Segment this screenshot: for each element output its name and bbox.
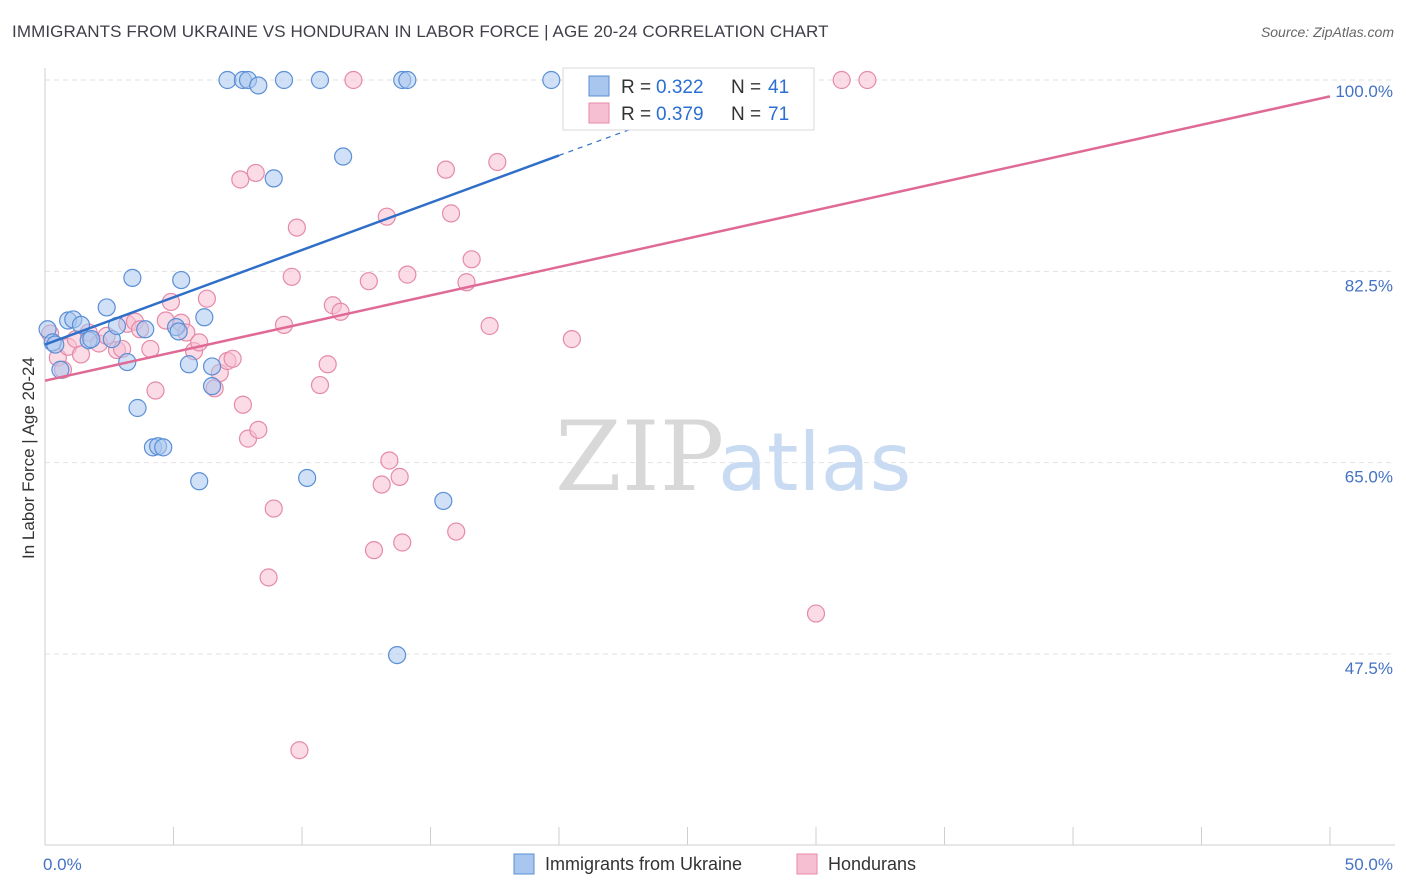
hondurans-point-33 — [264, 499, 283, 518]
hondurans-point-55 — [462, 250, 481, 269]
hondurans-point-27 — [231, 170, 250, 189]
hondurans-point-35 — [282, 267, 301, 286]
bottom-legend-label-ukraine: Immigrants from Ukraine — [545, 854, 742, 874]
hondurans-point-61 — [858, 70, 877, 90]
watermark-atlas: atlas — [718, 416, 911, 509]
hondurans-point-39 — [318, 355, 337, 374]
tick-labels: 100.0% 82.5% 65.0% 47.5% 0.0% 50.0% — [43, 82, 1393, 874]
ukraine-point-25 — [202, 357, 222, 376]
ukraine-point-23 — [190, 472, 209, 491]
legend-n-value-ukraine: 41 — [768, 77, 789, 98]
legend-r-label-hondurans: R = — [621, 104, 651, 125]
chart-title: IMMIGRANTS FROM UKRAINE VS HONDURAN IN L… — [12, 22, 829, 41]
ukraine-point-35 — [334, 147, 353, 166]
hondurans-point-5 — [71, 345, 91, 364]
y-axis-title: In Labor Force | Age 20-24 — [19, 357, 38, 559]
hondurans-point-38 — [310, 375, 330, 395]
hondurans-point-58 — [562, 330, 581, 349]
ukraine-trend-line — [44, 154, 560, 346]
ukraine-point-32 — [274, 70, 294, 90]
watermark-zip: ZIP — [555, 401, 724, 513]
grid-lines — [45, 79, 1395, 655]
hondurans-point-51 — [436, 160, 456, 179]
bottom-legend-label-hondurans: Hondurans — [828, 854, 916, 874]
legend-n-value-hondurans: 71 — [768, 104, 789, 125]
legend-n-label-hondurans: N = — [731, 104, 761, 125]
hondurans-point-32 — [259, 568, 278, 587]
ukraine-point-20 — [169, 322, 188, 341]
hondurans-point-15 — [146, 381, 165, 400]
bottom-legend-swatch-ukraine — [513, 853, 535, 875]
hondurans-point-42 — [344, 70, 363, 90]
hondurans-point-60 — [832, 70, 851, 90]
legend-r-label-ukraine: R = — [621, 77, 651, 98]
hondurans-point-30 — [246, 163, 265, 183]
ukraine-point-21 — [172, 270, 191, 290]
ukraine-point-24 — [195, 308, 214, 327]
legend-r-value-hondurans: 0.379 — [656, 104, 704, 125]
ukraine-point-40 — [542, 70, 561, 90]
hondurans-point-57 — [488, 152, 507, 172]
hondurans-point-48 — [390, 467, 409, 486]
ukraine-point-27 — [218, 70, 237, 90]
y-tick-label-2: 65.0% — [1345, 468, 1393, 487]
hondurans-point-56 — [480, 316, 499, 336]
axes — [44, 68, 1395, 846]
hondurans-point-26 — [223, 349, 242, 368]
ukraine-point-31 — [264, 169, 283, 188]
legend-swatch-hondurans — [588, 102, 610, 124]
hondurans-trend-line — [44, 95, 1331, 382]
ukraine-point-34 — [310, 70, 330, 90]
trend-lines — [44, 95, 1331, 382]
legend-r-value-ukraine: 0.322 — [656, 77, 704, 98]
ukraine-points — [38, 70, 561, 665]
bottom-legend-swatch-hondurans — [796, 853, 818, 875]
x-tick-label-1: 50.0% — [1345, 855, 1393, 874]
hondurans-point-34 — [274, 315, 294, 335]
hondurans-point-36 — [287, 218, 306, 237]
legend: R = 0.322 N = 41 R = 0.379 N = 71 — [562, 67, 815, 131]
hondurans-point-53 — [447, 522, 466, 541]
y-tick-label-3: 47.5% — [1345, 659, 1393, 678]
y-tick-label-1: 82.5% — [1345, 276, 1393, 295]
ukraine-point-8 — [82, 330, 101, 349]
hondurans-point-43 — [359, 272, 378, 291]
ukraine-point-14 — [128, 398, 147, 418]
ukraine-point-38 — [398, 70, 417, 90]
hondurans-point-28 — [233, 395, 252, 414]
hondurans-point-49 — [393, 533, 412, 552]
hondurans-point-22 — [197, 289, 217, 308]
watermark: ZIP atlas — [555, 401, 911, 513]
ukraine-point-15 — [136, 320, 155, 339]
legend-swatch-ukraine — [588, 75, 610, 97]
ukraine-point-26 — [202, 377, 222, 396]
ukraine-point-22 — [179, 355, 199, 374]
x-tick-label-0: 0.0% — [43, 855, 82, 874]
y-tick-label-0: 100.0% — [1335, 82, 1393, 101]
ukraine-point-33 — [298, 468, 317, 488]
legend-n-label-ukraine: N = — [731, 77, 761, 98]
ukraine-point-36 — [387, 645, 407, 665]
ukraine-point-18 — [154, 438, 173, 457]
hondurans-point-47 — [380, 451, 399, 470]
hondurans-point-37 — [290, 741, 309, 760]
source-label: Source: ZipAtlas.com — [1260, 24, 1394, 40]
hondurans-point-45 — [372, 475, 391, 494]
hondurans-point-59 — [806, 604, 826, 623]
ukraine-point-30 — [249, 76, 268, 95]
hondurans-point-31 — [249, 420, 268, 439]
hondurans-point-52 — [441, 204, 461, 223]
ukraine-point-13 — [123, 268, 142, 287]
hondurans-point-50 — [398, 265, 417, 284]
ukraine-point-9 — [97, 298, 116, 317]
ukraine-point-39 — [434, 491, 453, 511]
hondurans-point-44 — [364, 541, 384, 560]
bottom-legend: Immigrants from Ukraine Hondurans — [513, 853, 916, 875]
